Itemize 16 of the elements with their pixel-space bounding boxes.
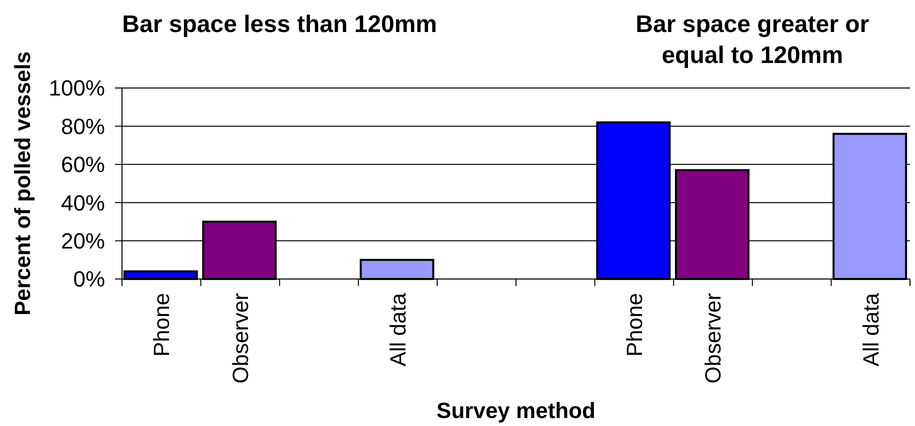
y-axis-title: Percent of polled vessels (10, 51, 35, 316)
x-tick-label: Observer (700, 293, 726, 384)
text: Bar space less than 120mm (122, 11, 438, 38)
x-tick-label: All data (386, 292, 410, 366)
text: Bar space greater or equal to 120mm (636, 11, 870, 69)
y-tick-label: 100% (48, 76, 105, 101)
y-tick-label: 20% (60, 228, 105, 254)
y-tick-label: 0% (73, 266, 105, 292)
y-tick-label: 80% (60, 114, 105, 139)
x-axis-title: Survey method (436, 398, 596, 423)
y-tick-label: 60% (60, 152, 105, 178)
y-tick-label: 40% (60, 190, 105, 216)
x-tick-label: Observer (228, 293, 253, 384)
x-tick-label: Phone (149, 293, 174, 357)
x-tick-label: Phone (622, 293, 647, 357)
x-tick-label: All data (858, 292, 884, 366)
